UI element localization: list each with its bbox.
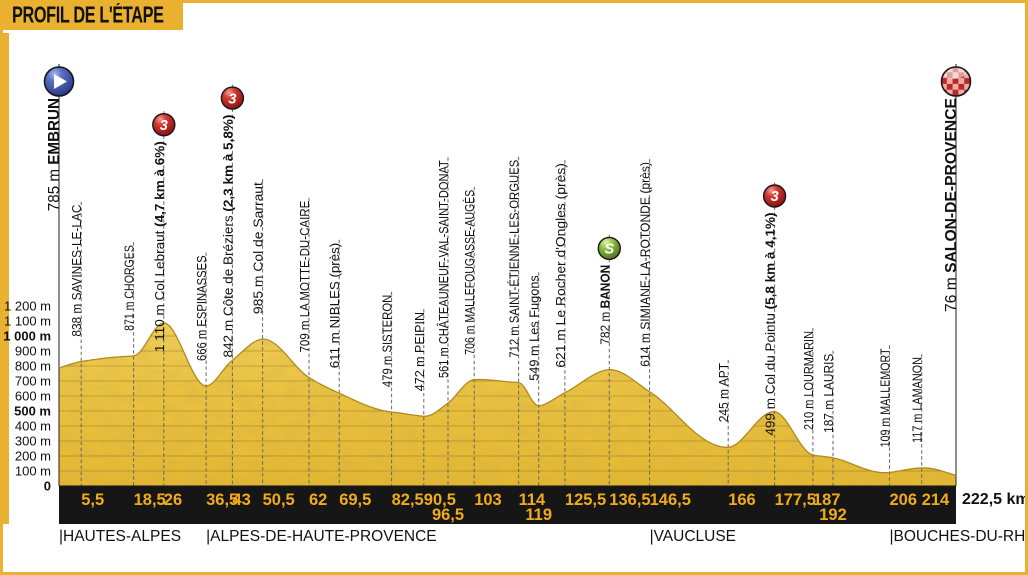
svg-text:245 m APT: 245 m APT bbox=[716, 363, 731, 422]
svg-text:706 m MALLEFOUGASSE-AUGÈS: 706 m MALLEFOUGASSE-AUGÈS bbox=[462, 190, 477, 355]
svg-text:3: 3 bbox=[160, 118, 168, 134]
svg-text:3: 3 bbox=[228, 91, 236, 107]
svg-text:43: 43 bbox=[232, 491, 250, 509]
svg-text:|ALPES-DE-HAUTE-PROVENCE: |ALPES-DE-HAUTE-PROVENCE bbox=[206, 528, 437, 545]
svg-text:400 m: 400 m bbox=[15, 419, 51, 434]
svg-text:100 m: 100 m bbox=[15, 464, 51, 479]
svg-text:S: S bbox=[604, 242, 614, 258]
svg-text:117 m LAMANON: 117 m LAMANON bbox=[910, 357, 925, 443]
svg-text:177,5: 177,5 bbox=[775, 491, 816, 509]
svg-text:782 m BANON: 782 m BANON bbox=[597, 265, 612, 345]
svg-text:499 m Col du Pointu (5,8 km à: 499 m Col du Pointu (5,8 km à 4,1%) bbox=[763, 212, 778, 435]
svg-text:136,5: 136,5 bbox=[609, 491, 650, 509]
svg-text:18,5: 18,5 bbox=[134, 491, 166, 509]
svg-text:50,5: 50,5 bbox=[263, 491, 295, 509]
svg-text:210 m LOURMARIN: 210 m LOURMARIN bbox=[801, 331, 816, 430]
svg-text:785 m EMBRUN: 785 m EMBRUN bbox=[46, 98, 63, 211]
svg-text:614 m SIMIANE-LA-ROTONDE (près: 614 m SIMIANE-LA-ROTONDE (près) bbox=[638, 162, 653, 367]
svg-text:1 000 m: 1 000 m bbox=[3, 329, 51, 344]
svg-text:166: 166 bbox=[728, 491, 756, 509]
svg-text:712 m SAINT-ÉTIENNE-LES-ORGUES: 712 m SAINT-ÉTIENNE-LES-ORGUES bbox=[507, 160, 522, 358]
svg-text:69,5: 69,5 bbox=[339, 491, 371, 509]
svg-text:206: 206 bbox=[890, 491, 918, 509]
svg-text:561 m CHÂTEAUNEUF-VAL-SAINT-DO: 561 m CHÂTEAUNEUF-VAL-SAINT-DONAT bbox=[436, 160, 451, 378]
svg-text:109 m MALLEMORT: 109 m MALLEMORT bbox=[878, 348, 893, 447]
svg-text:0: 0 bbox=[44, 479, 51, 494]
svg-text:500 m: 500 m bbox=[14, 404, 51, 419]
svg-text:200 m: 200 m bbox=[15, 449, 51, 464]
svg-text:3: 3 bbox=[771, 189, 779, 205]
svg-text:192: 192 bbox=[819, 506, 847, 524]
svg-text:600 m: 600 m bbox=[15, 389, 51, 404]
svg-text:125,5: 125,5 bbox=[565, 491, 606, 509]
svg-text:187 m LAURIS: 187 m LAURIS bbox=[821, 354, 836, 433]
svg-text:900 m: 900 m bbox=[15, 344, 51, 359]
svg-text:1 100 m: 1 100 m bbox=[4, 314, 51, 329]
svg-text:666 m ESPINASSES: 666 m ESPINASSES bbox=[194, 255, 209, 361]
svg-text:549 m Les Fugons: 549 m Les Fugons bbox=[527, 275, 542, 381]
svg-text:5,5: 5,5 bbox=[81, 491, 104, 509]
svg-text:26: 26 bbox=[164, 491, 182, 509]
svg-text:842 m Côte de Bréziers (2,3 km: 842 m Côte de Bréziers (2,3 km à 5,8%) bbox=[220, 115, 235, 358]
svg-text:62: 62 bbox=[309, 491, 327, 509]
svg-text:871 m CHORGES: 871 m CHORGES bbox=[122, 245, 137, 331]
svg-text:103: 103 bbox=[474, 491, 502, 509]
svg-text:700 m: 700 m bbox=[15, 374, 51, 389]
svg-text:1 110 m Col Lebraut (4,7 km à: 1 110 m Col Lebraut (4,7 km à 6%) bbox=[152, 141, 167, 352]
svg-text:119: 119 bbox=[525, 506, 552, 524]
svg-text:838 m SAVINES-LE-LAC: 838 m SAVINES-LE-LAC bbox=[69, 204, 84, 336]
svg-text:|VAUCLUSE: |VAUCLUSE bbox=[650, 528, 736, 545]
svg-text:146,5: 146,5 bbox=[650, 491, 691, 509]
svg-text:222,5 km: 222,5 km bbox=[962, 491, 1028, 508]
svg-text:472 m PEIPIN: 472 m PEIPIN bbox=[412, 312, 427, 391]
svg-text:479 m SISTERON: 479 m SISTERON bbox=[380, 295, 395, 387]
svg-text:76 m SALON-DE-PROVENCE: 76 m SALON-DE-PROVENCE bbox=[943, 98, 960, 312]
svg-text:709 m LA MOTTE-DU-CAIRE: 709 m LA MOTTE-DU-CAIRE bbox=[297, 201, 312, 353]
svg-text:214: 214 bbox=[922, 491, 950, 509]
svg-text:|BOUCHES-DU-RHÔNE: |BOUCHES-DU-RHÔNE bbox=[890, 528, 1028, 545]
svg-text:|HAUTES-ALPES: |HAUTES-ALPES bbox=[59, 528, 181, 545]
svg-text:611 m NIBLES (près): 611 m NIBLES (près) bbox=[327, 243, 342, 368]
svg-text:96,5: 96,5 bbox=[432, 506, 464, 524]
svg-text:621 m Le Rocher d'Ongles (près: 621 m Le Rocher d'Ongles (près) bbox=[553, 163, 568, 368]
svg-text:300 m: 300 m bbox=[15, 434, 51, 449]
svg-text:82,5: 82,5 bbox=[392, 491, 424, 509]
svg-text:800 m: 800 m bbox=[15, 359, 51, 374]
svg-text:1 200 m: 1 200 m bbox=[4, 299, 51, 314]
svg-text:985 m Col de Sarraut: 985 m Col de Sarraut bbox=[251, 182, 266, 314]
